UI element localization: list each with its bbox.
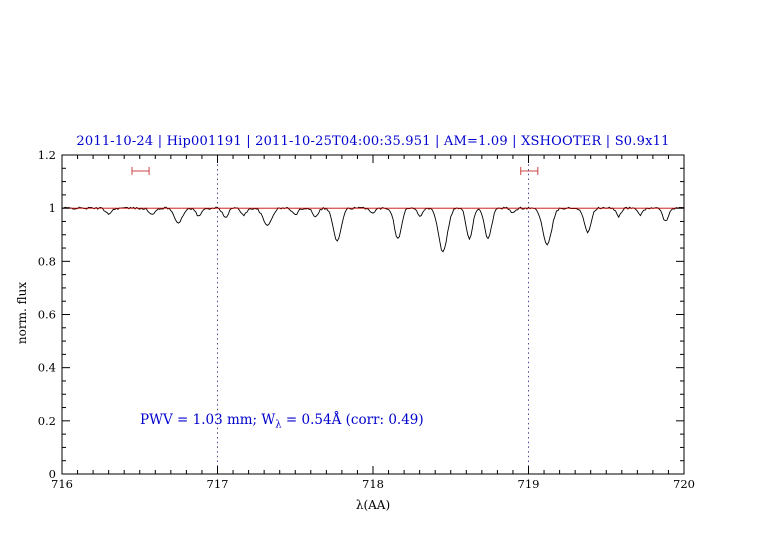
x-axis-label: λ(AA)	[355, 498, 391, 512]
svg-text:0.8: 0.8	[38, 254, 56, 268]
svg-text:0: 0	[49, 467, 56, 481]
svg-text:0.2: 0.2	[38, 414, 56, 428]
svg-text:720: 720	[673, 477, 695, 491]
pwv-annotation-prefix: PWV = 1.03 mm; W	[140, 412, 276, 428]
svg-text:717: 717	[207, 477, 229, 491]
svg-text:1: 1	[49, 201, 56, 215]
plot-title: 2011-10-24 | Hip001191 | 2011-10-25T04:0…	[76, 134, 670, 149]
svg-text:716: 716	[51, 477, 73, 491]
svg-text:718: 718	[362, 477, 384, 491]
svg-text:719: 719	[518, 477, 540, 491]
pwv-annotation: PWV = 1.03 mm; Wλ = 0.54Å (corr: 0.49)	[140, 412, 424, 431]
pwv-annotation-suffix: = 0.54Å (corr: 0.49)	[281, 412, 424, 428]
svg-text:0.6: 0.6	[38, 308, 56, 322]
svg-text:0.4: 0.4	[38, 361, 56, 375]
pwv-annotation-subscript: λ	[275, 419, 282, 431]
svg-text:1.2: 1.2	[38, 148, 56, 162]
